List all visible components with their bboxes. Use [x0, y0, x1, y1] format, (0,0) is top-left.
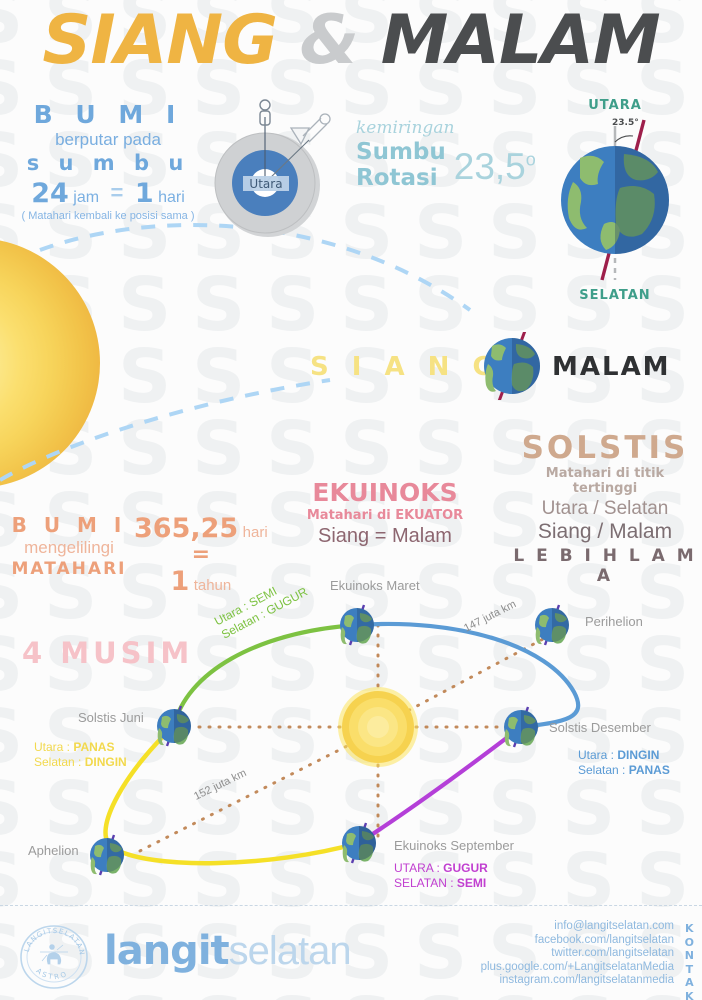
- orbit-earth-group: [90, 604, 569, 876]
- revolution-line2: MATAHARI: [11, 559, 127, 579]
- revolution-heading: B U M I: [11, 513, 127, 537]
- page-title: SIANG & MALAM: [0, 2, 702, 80]
- season-value: DINGIN: [617, 748, 660, 762]
- tilt-italic-label: kemiringan: [356, 118, 455, 138]
- rotation-line2: s u m b u: [26, 151, 190, 175]
- season-label: Selatan :: [34, 755, 85, 769]
- season-label: Utara :: [578, 748, 618, 762]
- title-ampersand: &: [299, 1, 359, 80]
- siang-label: S I A N G: [310, 352, 501, 382]
- contact-googleplus[interactable]: plus.google.com/+LangitselatanMedia: [480, 960, 674, 973]
- earth-topdown-diagram: Utara: [214, 99, 331, 237]
- season-label: Selatan :: [578, 763, 629, 777]
- orbit-diagram: Ekuinoks Maret Perihelion Solstis Desemb…: [0, 570, 702, 900]
- axial-tilt-text-block: kemiringan Sumbu Rotasi 23,5o: [356, 118, 536, 190]
- equinox-heading: EKUINOKS: [312, 478, 458, 507]
- kontak-char: A: [685, 976, 694, 990]
- brand-bold: langit: [104, 928, 230, 974]
- svg-text:ASTRO: ASTRO: [34, 967, 69, 981]
- tilt-degree-number: 23,5: [453, 146, 526, 187]
- orbit-label-ekuinoks-maret: Ekuinoks Maret: [330, 578, 420, 593]
- orbit-season-ekuinoks-september: UTARA : GUGUR SELATAN : SEMI: [394, 861, 488, 891]
- rotation-hours-unit: jam: [73, 189, 100, 206]
- four-seasons-title: 4 MUSIM: [22, 636, 194, 670]
- orbit-label-perihelion: Perihelion: [585, 614, 643, 629]
- contact-instagram[interactable]: instagram.com/langitselatanmedia: [499, 974, 674, 987]
- revolution-line1: mengelilingi: [24, 538, 114, 557]
- season-label: UTARA :: [394, 861, 444, 875]
- kontak-char: N: [684, 949, 694, 963]
- rotation-days-value: 1: [134, 178, 154, 209]
- orbit-diagram-svg: [90, 604, 581, 876]
- kontak-vertical-label: K O N T A K: [685, 922, 694, 1000]
- seal-inner-text: ASTRO: [34, 967, 67, 981]
- season-label: Utara :: [34, 740, 74, 754]
- orbit-season-solstis-juni: Utara : PANAS Selatan : DINGIN: [34, 740, 127, 770]
- season-value: SEMI: [456, 876, 487, 890]
- solstice-sub: Matahari di titik tertinggi: [545, 466, 665, 496]
- title-siang: SIANG: [42, 1, 278, 80]
- rotation-line1: berputar pada: [55, 130, 161, 149]
- rotation-equation: 24 jam = 1 hari: [8, 178, 208, 209]
- globe-south-label: SELATAN: [579, 288, 651, 303]
- revolution-years-value: 1: [170, 566, 190, 597]
- globe-tilt-angle-label: 23.5°: [612, 118, 639, 128]
- season-value: PANAS: [73, 740, 115, 754]
- revolution-text-block: B U M I mengelilingi MATAHARI 365,25 har…: [10, 513, 268, 597]
- dashed-orbit-path: [0, 223, 472, 482]
- equinox-equation: Siang = Malam: [318, 525, 452, 547]
- contact-twitter[interactable]: twitter.com/langitselatan: [551, 947, 674, 960]
- kontak-char: O: [684, 935, 694, 949]
- rotation-note: ( Matahari kembali ke posisi sama ): [21, 210, 195, 222]
- season-value: GUGUR: [443, 861, 488, 875]
- rotation-days-unit: hari: [158, 189, 185, 206]
- revolution-days-unit: hari: [242, 524, 268, 541]
- revolution-days-value: 365,25: [134, 513, 239, 544]
- title-malam: MALAM: [380, 1, 661, 80]
- equinox-sub: Matahari di EKUATOR: [306, 508, 464, 523]
- orbit-label-solstis-desember: Solstis Desember: [549, 720, 651, 735]
- equinox-text-block: EKUINOKS Matahari di EKUATOR Siang = Mal…: [300, 478, 470, 548]
- rotation-text-block: B U M I berputar pada s u m b u 24 jam =…: [8, 100, 208, 222]
- tilt-degree-value: 23,5o: [454, 146, 536, 188]
- kontak-char: T: [685, 962, 694, 976]
- gyro-utara-label: Utara: [249, 177, 282, 191]
- footer-divider: [0, 905, 702, 906]
- footer: LANGITSELATAN ASTRO langitselatan info@l…: [0, 906, 702, 1000]
- kontak-char: K: [685, 922, 694, 935]
- solstice-text-block: SOLSTIS Matahari di titik tertinggi Utar…: [512, 430, 698, 586]
- rotation-hours-value: 24: [31, 178, 69, 209]
- brand-wordmark: langitselatan: [104, 928, 352, 974]
- solstice-line2: Utara / Selatan: [541, 498, 669, 519]
- orbit-season-solstis-desember: Utara : DINGIN Selatan : PANAS: [578, 748, 670, 778]
- contact-facebook[interactable]: facebook.com/langitselatan: [534, 933, 674, 946]
- contact-email[interactable]: info@langitselatan.com: [554, 920, 674, 932]
- tilt-label-line2: Rotasi: [356, 165, 438, 191]
- solstice-heading: SOLSTIS: [521, 430, 689, 466]
- earth-daynight-diagram: [484, 332, 540, 400]
- malam-label: MALAM: [552, 352, 671, 382]
- contact-list: info@langitselatan.com facebook.com/lang…: [481, 920, 674, 988]
- orbit-label-ekuinoks-september: Ekuinoks September: [394, 838, 514, 853]
- globe-north-label: UTARA: [588, 98, 642, 113]
- solstice-line3: Siang / Malam: [537, 520, 673, 543]
- orbit-label-aphelion: Aphelion: [28, 843, 79, 858]
- season-value: PANAS: [628, 763, 670, 777]
- tilted-earth-diagram: UTARA 23.5° SELATAN: [540, 98, 690, 303]
- degree-symbol-icon: o: [525, 149, 536, 170]
- kontak-char: K: [685, 989, 694, 1000]
- tilt-label-line1: Sumbu: [356, 139, 446, 165]
- rotation-heading: B U M I: [33, 100, 183, 129]
- brand-light: selatan: [228, 929, 352, 973]
- season-value: DINGIN: [84, 755, 127, 769]
- langitselatan-seal-logo: LANGITSELATAN ASTRO: [20, 925, 88, 989]
- revolution-equals: =: [191, 542, 211, 567]
- season-label: SELATAN :: [394, 876, 457, 890]
- equals-sign: =: [110, 180, 124, 205]
- orbit-label-solstis-juni: Solstis Juni: [78, 710, 144, 725]
- solstice-line4: L E B I H L A M A: [513, 546, 697, 586]
- revolution-years-unit: tahun: [193, 577, 232, 594]
